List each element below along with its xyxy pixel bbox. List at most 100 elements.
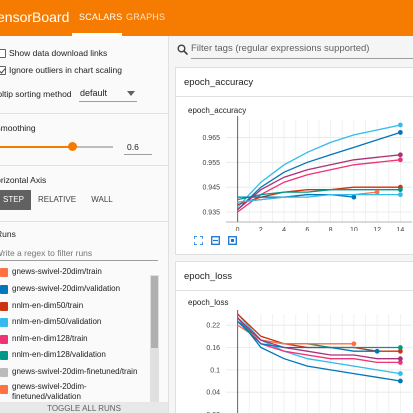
- run-label: nnlm-en-dim50/train: [12, 301, 84, 310]
- run-label: gnews-swivel-20dim-finetuned/train: [12, 367, 138, 376]
- chart-title: epoch_accuracy: [188, 106, 247, 115]
- card-header[interactable]: epoch_loss: [184, 271, 233, 282]
- smoothing-slider-handle[interactable]: [68, 142, 77, 151]
- y-tick-label: 0.935: [202, 210, 220, 217]
- axis-wall-button[interactable]: WALL: [91, 195, 113, 204]
- run-item[interactable]: gnews-swivel-20dim/train: [0, 265, 150, 281]
- run-item[interactable]: nnlm-en-dim128/train: [0, 332, 150, 348]
- tag-filter-underline: [191, 58, 413, 59]
- series-endpoint[interactable]: [397, 345, 403, 350]
- run-checkbox[interactable]: [0, 318, 8, 327]
- toggle-all-runs-button[interactable]: TOGGLE ALL RUNS: [0, 402, 168, 413]
- series-line[interactable]: [237, 189, 401, 201]
- tab-scalars[interactable]: SCALARS: [79, 12, 123, 22]
- series-endpoint[interactable]: [374, 348, 380, 354]
- run-checkbox[interactable]: [0, 335, 8, 344]
- top-app-bar: TensorBoard SCALARS GRAPHS: [0, 0, 413, 36]
- run-label: nnlm-en-dim50/validation: [12, 317, 102, 326]
- axis-step-button[interactable]: STEP: [0, 190, 31, 210]
- run-label: gnews-swivel-20dim/validation: [12, 284, 121, 293]
- series-endpoint[interactable]: [397, 187, 403, 193]
- loss-chart[interactable]: 0.220.160.10.04-0.02: [176, 310, 413, 413]
- run-checkbox[interactable]: [0, 268, 8, 277]
- series-endpoint[interactable]: [397, 356, 403, 362]
- series-endpoint[interactable]: [351, 341, 357, 347]
- series-line[interactable]: [237, 124, 401, 208]
- run-label: gnews-swivel-20dim-finetuned/validation: [12, 382, 87, 401]
- series-endpoint[interactable]: [397, 130, 403, 135]
- log-scale-icon[interactable]: [211, 236, 220, 245]
- chevron-down-icon[interactable]: [127, 91, 135, 97]
- run-item[interactable]: gnews-swivel-20dim-finetuned/train: [0, 365, 150, 381]
- run-checkbox[interactable]: [0, 351, 8, 360]
- show-download-links-label: Show data download links: [9, 48, 108, 58]
- run-label: nnlm-en-dim128/validation: [12, 350, 106, 359]
- series-line[interactable]: [237, 186, 401, 206]
- run-label: gnews-swivel-20dim/train: [12, 267, 102, 276]
- run-item[interactable]: nnlm-en-dim50/train: [0, 299, 150, 315]
- runs-filter-input[interactable]: Write a regex to filter runs: [0, 248, 93, 258]
- series-endpoint[interactable]: [397, 360, 403, 365]
- run-item[interactable]: gnews-swivel-20dim/validation: [0, 282, 150, 298]
- run-item[interactable]: nnlm-en-dim50/validation: [0, 315, 150, 331]
- x-tick-label: 2: [259, 227, 263, 231]
- run-checkbox[interactable]: [0, 302, 8, 311]
- series-line[interactable]: [237, 317, 401, 360]
- app-title: TensorBoard: [0, 9, 70, 25]
- divider: [0, 165, 168, 166]
- x-tick-label: 12: [373, 227, 381, 231]
- x-tick-label: 14: [396, 227, 404, 231]
- y-tick-label: 0.04: [206, 390, 220, 397]
- run-item[interactable]: nnlm-en-dim128/validation: [0, 348, 150, 364]
- y-tick-label: 0.16: [206, 345, 220, 352]
- y-tick-label: 0.965: [202, 135, 220, 142]
- divider: [176, 290, 413, 291]
- runs-filter-underline: [0, 260, 158, 261]
- sidebar: Show data download links Ignore outliers…: [0, 36, 169, 413]
- tag-filter-input[interactable]: Filter tags (regular expressions support…: [191, 43, 370, 54]
- series-endpoint[interactable]: [351, 194, 357, 200]
- series-endpoint[interactable]: [397, 192, 403, 198]
- series-endpoint[interactable]: [397, 348, 403, 354]
- tab-graphs[interactable]: GRAPHS: [126, 12, 166, 22]
- show-download-links-checkbox[interactable]: [0, 49, 6, 58]
- series-line[interactable]: [237, 320, 378, 352]
- smoothing-label: Smoothing: [0, 123, 36, 133]
- accuracy-chart[interactable]: 0.935 0.945 0.955 0.965 0 2 4 6 8 10 12 14: [176, 116, 413, 231]
- run-checkbox[interactable]: [0, 385, 8, 394]
- series-endpoint[interactable]: [397, 378, 403, 384]
- series-endpoint[interactable]: [397, 371, 403, 376]
- series-endpoint[interactable]: [374, 189, 380, 195]
- runs-scrollbar-thumb[interactable]: [151, 276, 158, 348]
- series-line[interactable]: [237, 317, 401, 382]
- card-epoch-accuracy: epoch_accuracy epoch_accuracy 0.935 0.945…: [175, 67, 413, 255]
- axis-relative-button[interactable]: RELATIVE: [37, 195, 77, 204]
- x-tick-label: 8: [329, 227, 333, 231]
- series-line[interactable]: [237, 159, 401, 213]
- ignore-outliers-checkbox[interactable]: [0, 66, 6, 75]
- run-checkbox[interactable]: [0, 285, 8, 294]
- card-header[interactable]: epoch_accuracy: [184, 77, 254, 88]
- series-endpoint[interactable]: [397, 122, 403, 128]
- ignore-outliers-label: Ignore outliers in chart scaling: [9, 65, 122, 75]
- smoothing-value-input[interactable]: 0.6: [127, 142, 139, 152]
- run-label: nnlm-en-dim128/train: [12, 334, 88, 343]
- series-line[interactable]: [237, 131, 401, 211]
- smoothing-input-underline: [124, 154, 152, 155]
- series-line[interactable]: [237, 324, 354, 345]
- series-line[interactable]: [237, 193, 401, 203]
- series-line[interactable]: [237, 154, 401, 211]
- x-tick-label: 10: [350, 227, 358, 231]
- fit-domain-icon[interactable]: [228, 236, 237, 245]
- runs-label: Runs: [0, 229, 16, 239]
- tooltip-sorting-select[interactable]: default: [80, 88, 108, 98]
- tooltip-sorting-underline: [79, 101, 137, 102]
- divider: [176, 96, 413, 97]
- run-checkbox[interactable]: [0, 368, 8, 377]
- run-item[interactable]: gnews-swivel-20dim-finetuned/validation: [0, 382, 150, 404]
- series-endpoint[interactable]: [397, 157, 403, 163]
- series-endpoint[interactable]: [397, 152, 403, 158]
- fullscreen-icon[interactable]: [194, 236, 203, 245]
- y-tick-label: 0.22: [206, 323, 220, 330]
- divider: [0, 221, 168, 222]
